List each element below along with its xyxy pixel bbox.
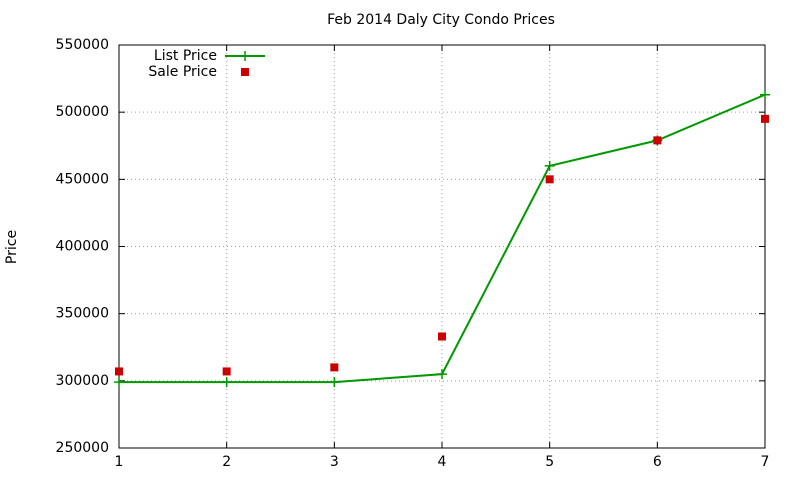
plus-marker xyxy=(760,89,770,100)
legend-label: List Price xyxy=(154,48,217,64)
x-tick-label: 1 xyxy=(115,454,124,470)
square-marker xyxy=(653,136,662,145)
legend-label: Sale Price xyxy=(148,64,217,80)
y-tick-label: 450000 xyxy=(56,171,109,187)
y-axis-label: Price xyxy=(4,230,20,264)
x-tick-label: 3 xyxy=(330,454,339,470)
square-marker xyxy=(330,363,339,372)
plot-border xyxy=(118,44,766,449)
square-marker xyxy=(115,367,123,376)
plus-marker xyxy=(221,377,232,388)
y-tick-label: 300000 xyxy=(56,373,109,389)
plus-marker xyxy=(329,377,340,388)
y-tick-label: 350000 xyxy=(56,306,109,322)
square-marker xyxy=(761,114,769,123)
plus-marker xyxy=(437,369,447,380)
x-tick-label: 7 xyxy=(761,454,770,470)
square-marker xyxy=(438,332,446,341)
plus-marker xyxy=(240,51,250,61)
x-tick-label: 6 xyxy=(653,454,662,470)
y-tick-label: 400000 xyxy=(56,239,109,255)
x-tick-label: 2 xyxy=(222,454,231,470)
plus-marker xyxy=(114,377,124,388)
square-marker xyxy=(222,367,231,376)
x-tick-label: 4 xyxy=(438,454,447,470)
y-tick-label: 250000 xyxy=(56,440,109,456)
y-tick-label: 550000 xyxy=(56,37,109,53)
x-tick-label: 5 xyxy=(545,454,554,470)
plus-marker xyxy=(544,160,555,171)
chart-title: Feb 2014 Daly City Condo Prices xyxy=(327,12,555,28)
square-marker xyxy=(545,175,554,184)
square-marker xyxy=(241,68,249,76)
y-tick-label: 500000 xyxy=(56,104,109,120)
